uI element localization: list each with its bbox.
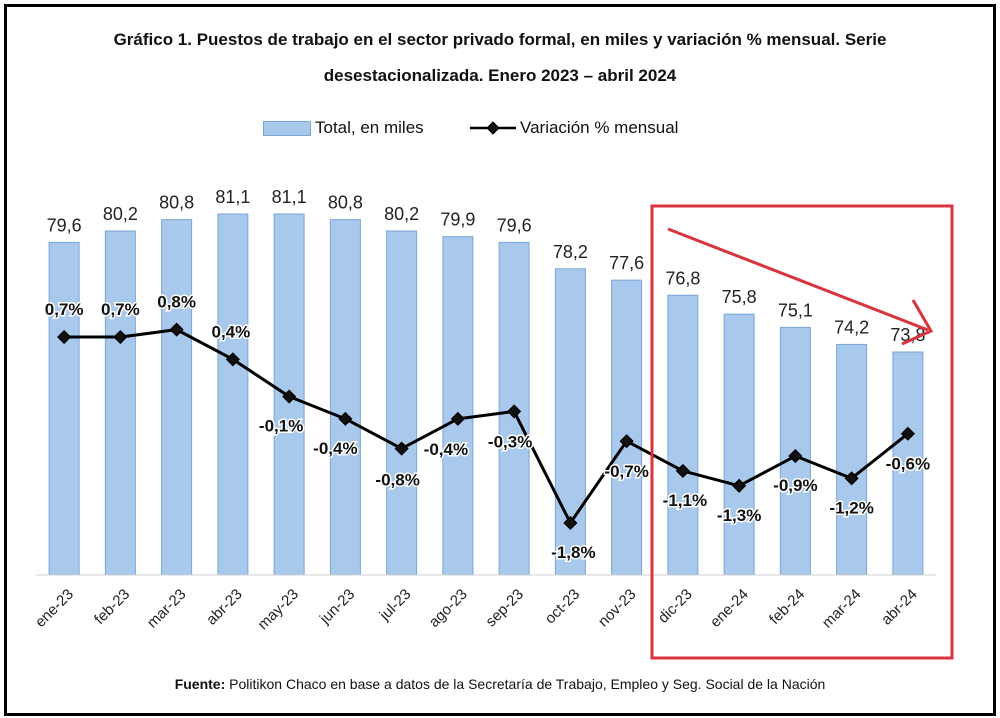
bar-label-jun-23: 80,8 — [328, 193, 363, 213]
source-text: Politikon Chaco en base a datos de la Se… — [225, 676, 826, 692]
line-label-feb-23: 0,7% — [101, 300, 140, 319]
bar-label-ene-24: 75,8 — [722, 287, 757, 307]
line-label-nov-23: -0,7% — [604, 462, 648, 481]
bars-layer — [48, 213, 924, 576]
bar-label-mar-24: 74,2 — [834, 317, 869, 337]
bar-abr-23 — [217, 213, 249, 576]
bar-feb-23 — [104, 230, 136, 576]
bar-label-ago-23: 79,9 — [440, 210, 475, 230]
line-label-ene-23: 0,7% — [45, 300, 84, 319]
line-label-oct-23: -1,8% — [551, 543, 595, 562]
legend-bar-label: Total, en miles — [315, 118, 424, 137]
x-tick-may-23: may-23 — [255, 586, 302, 633]
bar-label-ene-23: 79,6 — [47, 215, 82, 235]
axis-layer: ene-23 feb-23 mar-23 abr-23 may-23 jun-23 jul-… — [32, 574, 936, 633]
line-label-mar-24: -1,2% — [829, 498, 873, 517]
legend-item-bars: Total, en miles — [263, 118, 424, 138]
x-tick-sep-23: sep-23 — [482, 586, 526, 630]
line-marker-mar-23 — [169, 322, 184, 337]
bar-label-feb-24: 75,1 — [778, 300, 813, 320]
x-tick-ago-23: ago-23 — [426, 586, 471, 631]
variation-line — [64, 328, 909, 525]
bar-jun-23 — [329, 219, 361, 576]
chart-source: Fuente: Politikon Chaco en base a datos … — [0, 676, 1000, 692]
trend-arrow-head — [901, 299, 934, 346]
line-label-dic-23: -1,1% — [663, 491, 707, 510]
x-tick-ene-23: ene-23 — [32, 586, 77, 631]
chart-title-line1: Gráfico 1. Puestos de trabajo en el sect… — [113, 30, 887, 49]
bar-label-feb-23: 80,2 — [103, 204, 138, 224]
bar-label-abr-24: 73,8 — [890, 325, 925, 345]
line-marker-dic-23 — [675, 463, 690, 478]
x-tick-feb-24: feb-24 — [766, 586, 808, 628]
bar-label-mar-23: 80,8 — [159, 193, 194, 213]
line-label-jun-23: -0,4% — [313, 439, 357, 458]
line-label-jul-23: -0,8% — [375, 471, 419, 490]
line-marker-feb-23 — [113, 329, 128, 345]
line-layer — [57, 322, 915, 531]
bar-ago-23 — [442, 236, 474, 576]
x-tick-jul-23: jul-23 — [376, 586, 415, 625]
x-tick-feb-23: feb-23 — [91, 586, 133, 628]
x-tick-ene-24: ene-24 — [707, 586, 752, 631]
line-marker-mar-24 — [844, 471, 859, 486]
bar-jul-23 — [386, 230, 418, 576]
bar-label-sep-23: 79,6 — [497, 215, 532, 235]
bar-mar-24 — [836, 343, 868, 576]
bar-ene-23 — [48, 241, 80, 576]
x-tick-abr-23: abr-23 — [203, 586, 246, 629]
line-marker-jul-23 — [394, 441, 409, 456]
bar-label-may-23: 81,1 — [272, 187, 307, 207]
legend-bar-swatch — [263, 120, 311, 136]
line-marker-ene-23 — [57, 329, 72, 345]
line-label-abr-23: 0,4% — [212, 322, 251, 341]
line-marker-abr-23 — [225, 352, 240, 367]
x-tick-jun-23: jun-23 — [316, 586, 358, 628]
bar-label-jul-23: 80,2 — [384, 204, 419, 224]
bar-label-oct-23: 78,2 — [553, 242, 588, 262]
line-marker-oct-23 — [563, 515, 578, 531]
highlight-box — [650, 204, 954, 660]
line-marker-ene-24 — [732, 478, 747, 493]
bar-label-abr-23: 81,1 — [215, 187, 250, 207]
bar-abr-24 — [892, 351, 924, 576]
chart-title-line2: desestacionalizada. Enero 2023 – abril 2… — [323, 66, 677, 85]
line-marker-may-23 — [282, 389, 297, 404]
line-marker-nov-23 — [619, 434, 634, 449]
line-label-sep-23: -0,3% — [488, 432, 532, 451]
bar-nov-23 — [611, 279, 643, 576]
line-marker-sep-23 — [507, 404, 522, 419]
labels-layer: 79,6 80,2 80,8 81,1 81,1 80,8 80,2 79,9 79,6 78,2… — [43, 187, 931, 563]
legend-line-swatch — [470, 121, 516, 135]
line-label-ene-24: -1,3% — [717, 506, 761, 525]
bar-mar-23 — [161, 219, 193, 576]
bar-ene-24 — [723, 313, 755, 576]
x-tick-oct-23: oct-23 — [542, 586, 584, 628]
x-tick-nov-23: nov-23 — [595, 586, 639, 630]
x-tick-mar-23: mar-23 — [144, 586, 190, 632]
annotation-layer — [650, 204, 954, 660]
line-marker-abr-24 — [900, 426, 915, 441]
line-label-mar-23: 0,8% — [157, 293, 196, 312]
line-label-ago-23: -0,4% — [424, 440, 468, 459]
line-label-feb-24: -0,9% — [773, 476, 817, 495]
x-tick-dic-23: dic-23 — [655, 586, 696, 627]
line-label-may-23: -0,1% — [259, 417, 303, 436]
x-tick-abr-24: abr-24 — [878, 586, 921, 629]
line-marker-ago-23 — [450, 411, 465, 426]
chart-legend: Total, en miles Variación % mensual — [0, 118, 1000, 142]
legend-line-label: Variación % mensual — [520, 118, 679, 137]
legend-item-line: Variación % mensual — [470, 118, 678, 138]
trend-arrow — [667, 227, 929, 332]
bar-label-dic-23: 76,8 — [665, 268, 700, 288]
line-label-abr-24: -0,6% — [886, 455, 930, 474]
line-marker-feb-24 — [788, 448, 803, 464]
x-tick-mar-24: mar-24 — [819, 586, 865, 632]
line-marker-jun-23 — [338, 411, 353, 426]
bar-dic-23 — [667, 294, 699, 576]
source-label: Fuente: — [174, 676, 226, 692]
bar-label-nov-23: 77,6 — [609, 253, 644, 273]
chart-title: Gráfico 1. Puestos de trabajo en el sect… — [0, 22, 1000, 94]
